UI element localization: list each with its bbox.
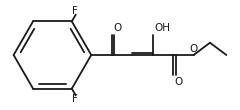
Text: O: O <box>175 77 183 87</box>
Text: F: F <box>72 6 78 16</box>
Text: O: O <box>190 44 198 54</box>
Text: O: O <box>114 23 122 33</box>
Text: F: F <box>72 94 78 104</box>
Text: OH: OH <box>154 23 170 33</box>
